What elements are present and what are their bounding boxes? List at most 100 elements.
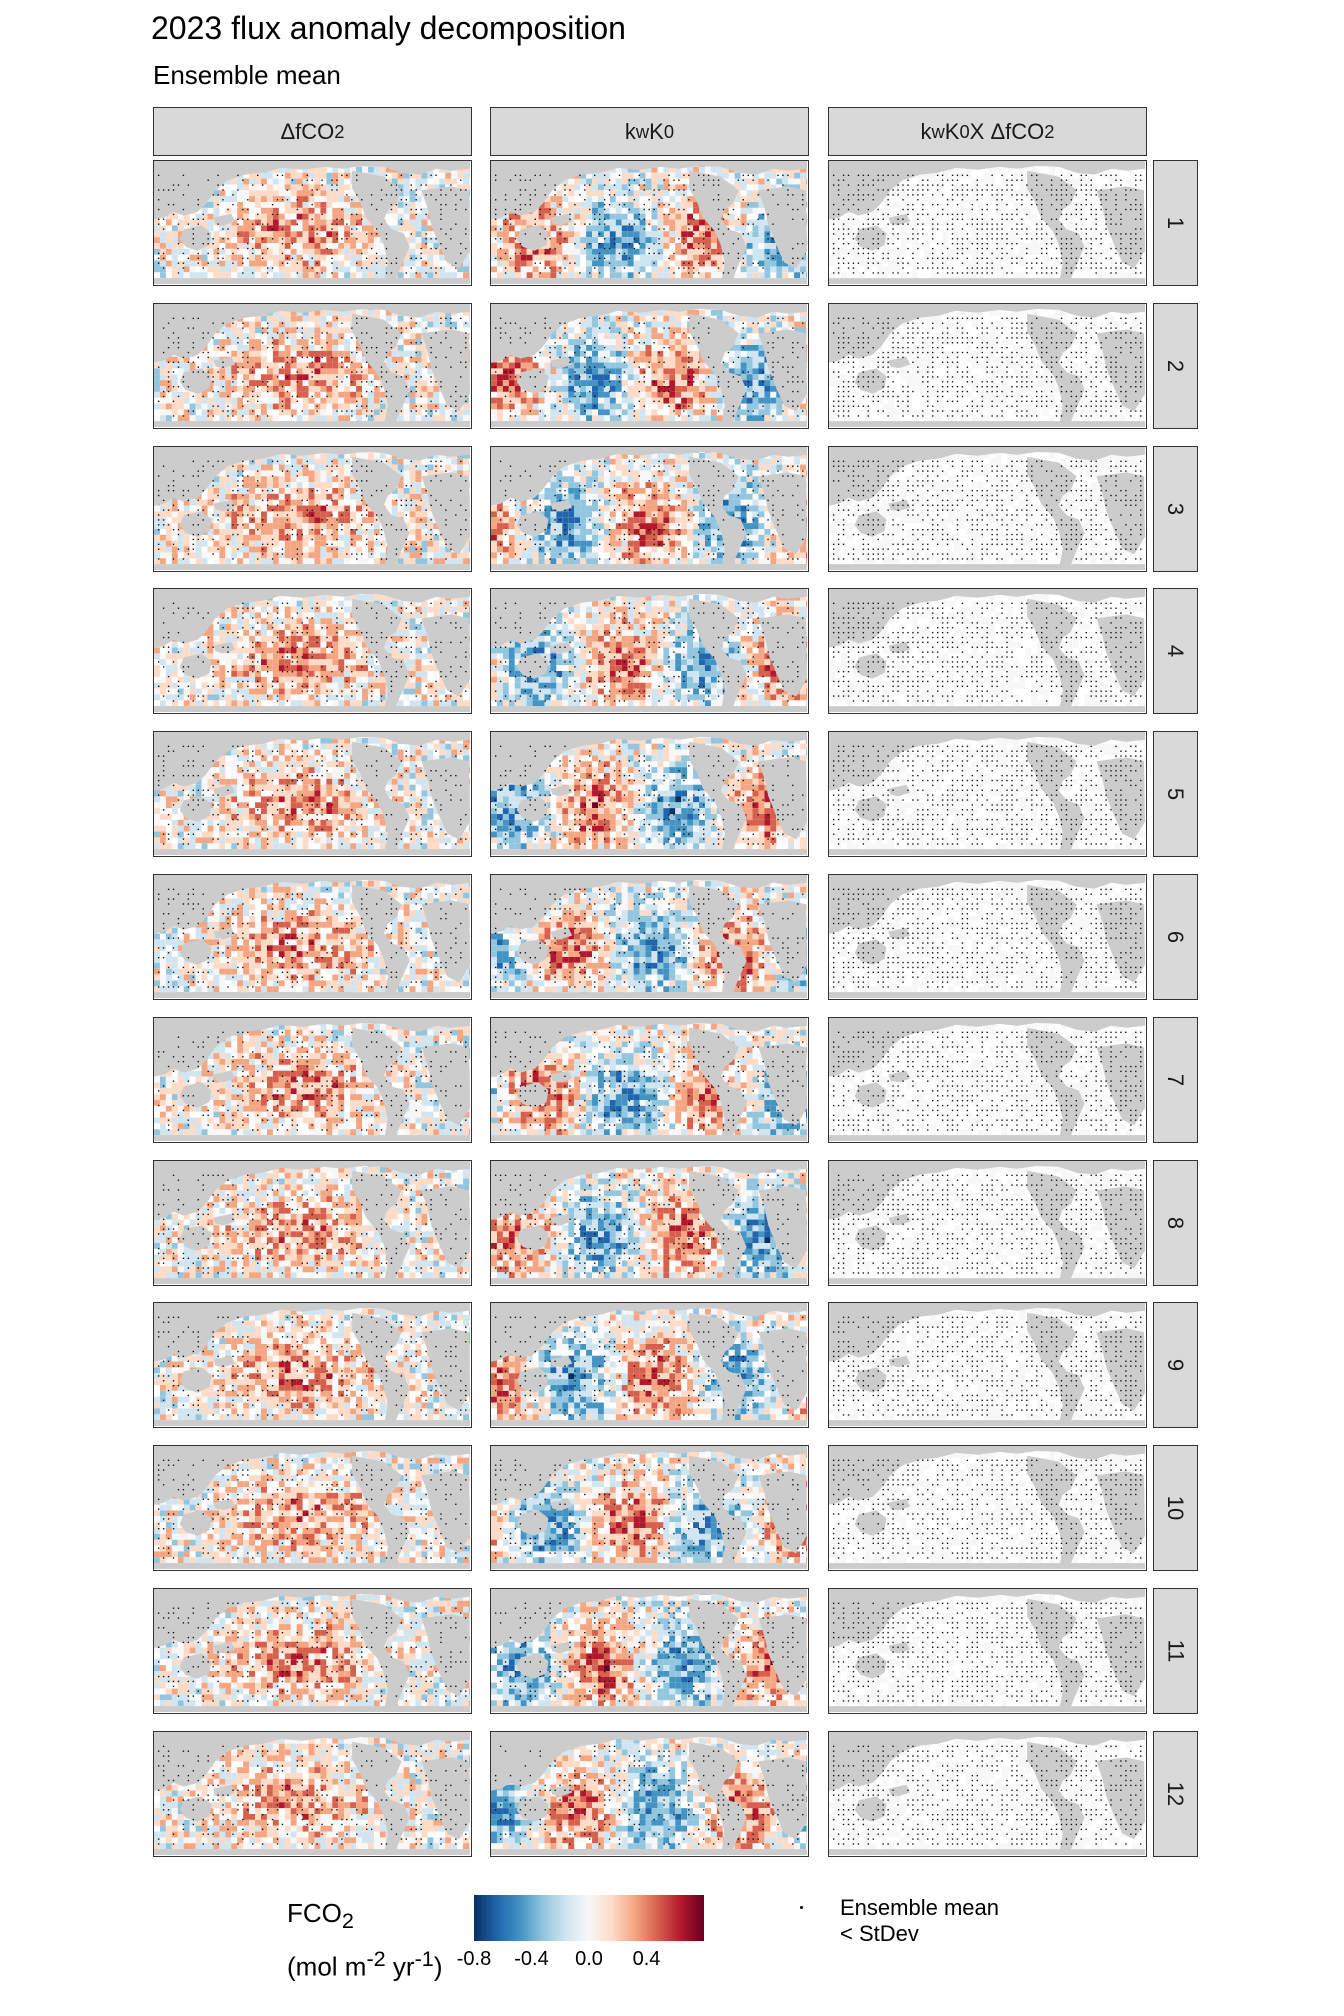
stipple-dot (187, 223, 190, 225)
anomaly-cell (675, 260, 682, 267)
anomaly-cell (421, 225, 428, 232)
stipple-dot (1011, 189, 1013, 191)
stipple-dot (247, 243, 249, 245)
anomaly-cell (362, 237, 368, 243)
anomaly-cell (657, 237, 664, 243)
stipple-dot (504, 252, 507, 255)
stipple-dot (872, 238, 874, 240)
anomaly-cell (219, 248, 226, 255)
anomaly-cell (918, 219, 925, 226)
stipple-dot (996, 203, 998, 206)
stipple-dot (1021, 223, 1023, 225)
anomaly-cell (1084, 190, 1091, 197)
anomaly-cell (716, 254, 723, 261)
anomaly-cell (255, 237, 261, 243)
stipple-dot (1085, 228, 1087, 230)
stipple-dot (936, 203, 939, 206)
anomaly-cell (177, 213, 184, 220)
stipple-dot (554, 184, 556, 186)
stipple-dot (902, 184, 904, 186)
anomaly-cell (183, 409, 190, 416)
stipple-dot (1040, 184, 1043, 186)
stipple-dot (892, 243, 894, 245)
anomaly-cell (409, 356, 416, 363)
anomaly-cell (1019, 272, 1026, 279)
anomaly-cell (469, 202, 470, 208)
anomaly-cell (1066, 172, 1073, 179)
stipple-dot (1036, 262, 1038, 264)
anomaly-cell (165, 397, 172, 404)
anomaly-cell (177, 231, 184, 238)
stipple-dot (182, 262, 185, 264)
stipple-dot (529, 194, 532, 196)
stipple-dot (400, 218, 403, 220)
anomaly-cell (385, 362, 392, 369)
anomaly-cell (834, 231, 841, 238)
anomaly-cell (544, 219, 551, 226)
stipple-dot (653, 243, 655, 245)
anomaly-cell (852, 243, 859, 249)
anomaly-cell (284, 327, 291, 334)
anomaly-cell (651, 266, 658, 273)
anomaly-cell (633, 225, 640, 232)
anomaly-cell (788, 172, 795, 179)
anomaly-cell (344, 309, 351, 316)
stipple-dot (737, 257, 740, 260)
stipple-dot (509, 223, 512, 225)
stipple-dot (986, 233, 988, 235)
stipple-dot (722, 233, 725, 235)
anomaly-cell (249, 225, 256, 232)
anomaly-cell (965, 207, 972, 214)
anomaly-cell (520, 254, 527, 261)
stipple-dot (946, 179, 949, 181)
stipple-dot (296, 208, 299, 211)
stipple-dot (1006, 272, 1008, 274)
stipple-dot (702, 179, 705, 181)
stipple-dot (435, 238, 437, 240)
anomaly-cell (924, 196, 931, 202)
stipple-dot (752, 223, 754, 225)
anomaly-cell (397, 368, 404, 375)
anomaly-cell (1001, 272, 1008, 279)
anomaly-cell (609, 196, 616, 202)
stipple-dot (922, 179, 924, 181)
stipple-dot (1031, 199, 1033, 201)
stipple-dot (971, 208, 974, 211)
anomaly-cell (302, 260, 309, 267)
anomaly-cell (421, 266, 428, 273)
anomaly-cell (965, 266, 972, 273)
stipple-dot (872, 199, 874, 201)
anomaly-cell (941, 254, 948, 261)
anomaly-cell (586, 254, 593, 261)
stipple-dot (1016, 233, 1018, 235)
anomaly-cell (639, 190, 646, 197)
stipple-dot (589, 272, 591, 274)
stipple-dot (737, 179, 740, 181)
stipple-dot (410, 208, 412, 211)
anomaly-cell (302, 403, 309, 410)
stipple-dot (1075, 189, 1078, 191)
anomaly-cell (415, 213, 422, 220)
stipple-dot (712, 199, 715, 201)
anomaly-cell (308, 315, 315, 322)
stipple-dot (534, 223, 536, 225)
stipple-dot (1100, 203, 1102, 206)
anomaly-cell (734, 190, 741, 197)
stipple-dot (286, 189, 289, 191)
anomaly-cell (639, 248, 646, 255)
anomaly-cell (201, 345, 208, 351)
stipple-dot (534, 218, 536, 220)
stipple-dot (996, 223, 998, 225)
stipple-dot (882, 272, 884, 274)
stipple-dot (777, 203, 779, 206)
stipple-dot (971, 223, 974, 225)
stipple-dot (440, 194, 442, 196)
stipple-dot (1080, 267, 1082, 269)
stipple-dot (1140, 174, 1142, 177)
stipple-dot (976, 179, 978, 181)
anomaly-cell (415, 184, 422, 191)
anomaly-cell (882, 213, 889, 220)
stipple-dot (589, 243, 591, 245)
anomaly-cell (326, 266, 333, 273)
stipple-dot (638, 213, 640, 216)
